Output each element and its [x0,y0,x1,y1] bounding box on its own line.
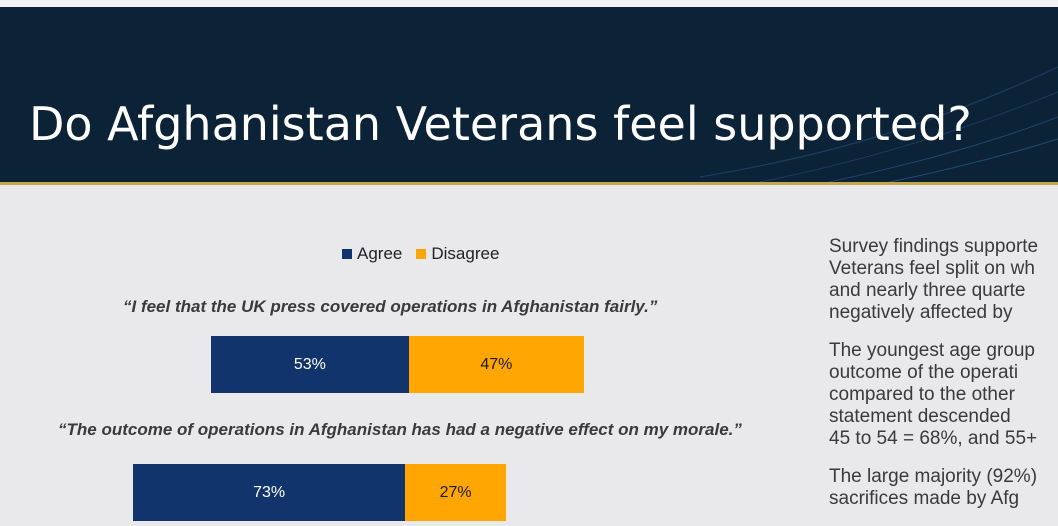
header-swoosh-decoration [699,66,1058,184]
bar-segment-agree-morale: 73% [133,464,406,521]
slide-title: Do Afghanistan Veterans feel supported? [29,97,972,151]
data-label-agree-morale: 73% [253,483,286,501]
findings-text: Survey findings supporte Veterans feel s… [829,236,1058,526]
data-label-disagree-press: 47% [480,355,513,373]
legend-label-agree: Agree [357,244,403,263]
bar-segment-disagree-press: 47% [408,336,584,393]
findings-line: Survey findings supporte [829,236,1039,257]
bar-press-coverage: 53% 47% [211,336,584,393]
findings-paragraph: The youngest age group outcome of the op… [829,340,1058,450]
category-label-press: “I feel that the UK press covered operat… [123,297,658,316]
findings-line: sacrifices made by Afg [829,488,1020,509]
legend-label-disagree: Disagree [431,244,500,263]
bar-morale: 73% 27% [133,464,506,521]
findings-paragraph: Survey findings supporte Veterans feel s… [829,236,1058,324]
findings-line: Veterans feel split on wh [829,258,1035,279]
legend-item-agree: Agree [342,244,402,264]
findings-line: The youngest age group [829,340,1035,361]
legend-item-disagree: Disagree [416,244,499,264]
legend-swatch-disagree [416,249,427,259]
data-label-disagree-morale: 27% [439,483,472,501]
slide-header: Do Afghanistan Veterans feel supported? [0,7,1058,184]
findings-paragraph: The large majority (92%) sacrifices made… [829,466,1058,510]
findings-line: compared to the other [829,384,1015,405]
bar-segment-agree-press: 53% [211,336,409,393]
findings-line: The large majority (92%) [829,466,1038,487]
bar-segment-disagree-morale: 27% [405,464,506,521]
findings-line: and nearly three quarte [829,280,1026,301]
category-label-morale: “The outcome of operations in Afghanista… [58,420,742,439]
findings-line: statement descended [829,406,1011,427]
legend-swatch-agree [342,249,352,259]
findings-line: negatively affected by [829,302,1013,323]
findings-line: 45 to 54 = 68%, and 55+ [829,428,1038,449]
findings-line: outcome of the operati [829,362,1019,383]
gold-divider [0,182,1058,185]
top-strip [0,0,1058,7]
chart-legend: Agree Disagree [342,243,499,265]
data-label-agree-press: 53% [293,355,326,373]
